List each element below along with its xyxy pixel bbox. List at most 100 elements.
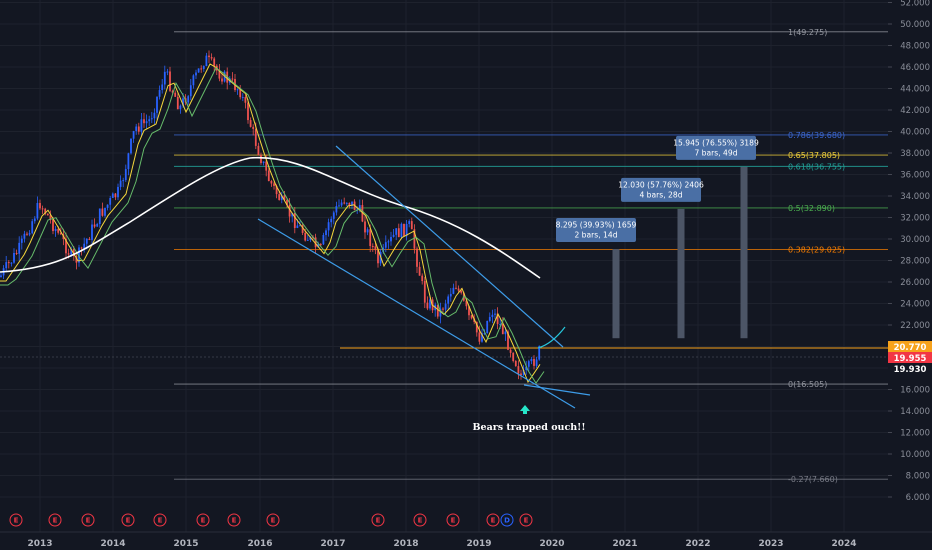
x-tick-label: 2022 [685, 539, 710, 549]
sma-200-line [0, 156, 541, 279]
candle-body [533, 359, 535, 366]
candle-body [332, 212, 335, 219]
projection-text-2: 7 bars, 49d [694, 148, 737, 157]
candle-body [174, 92, 177, 97]
projection-box [621, 177, 701, 202]
candle-body [309, 236, 312, 240]
x-tick-label: 2019 [466, 539, 491, 549]
candle-body [439, 308, 442, 317]
earnings-marker[interactable] [81, 513, 95, 527]
event-label: E [376, 517, 381, 525]
candle-body [93, 224, 96, 227]
candle-body [244, 97, 247, 103]
candle-body [325, 230, 327, 236]
price-tag [888, 341, 932, 352]
x-tick-label: 2017 [320, 539, 345, 549]
candle-body [156, 96, 158, 113]
projection-bar[interactable] [740, 166, 748, 339]
candle-body [10, 262, 13, 264]
candle-body [535, 359, 538, 366]
earnings-marker[interactable] [519, 513, 533, 527]
candle-body [59, 232, 62, 235]
earnings-marker[interactable] [266, 513, 280, 527]
candle-body [455, 287, 457, 289]
candle-body [301, 225, 304, 233]
x-tick-label: 2013 [27, 539, 52, 549]
dividend-marker[interactable] [500, 513, 514, 527]
earnings-marker[interactable] [446, 513, 460, 527]
candle-body [483, 333, 486, 335]
fib-retracement[interactable]: 1(49.275) 0.786(39.680) 0.65(37.805) 0.618(… [174, 28, 888, 484]
candle-body [447, 296, 450, 304]
earnings-marker[interactable] [227, 513, 241, 527]
channel-upper-line[interactable] [335, 145, 564, 348]
candle-body [187, 96, 190, 103]
candle-body [13, 252, 15, 263]
candle-body [33, 218, 36, 222]
earnings-marker[interactable] [9, 513, 23, 527]
descending-channel[interactable] [257, 145, 591, 409]
candle-body [395, 228, 398, 235]
earnings-marker[interactable] [48, 513, 62, 527]
earnings-marker[interactable] [153, 513, 167, 527]
candle-body [150, 118, 153, 120]
projection-bar[interactable] [612, 249, 620, 339]
candle-body [127, 153, 130, 170]
earnings-marker[interactable] [486, 513, 500, 527]
candle-body [7, 262, 10, 264]
projection-text-2: 4 bars, 28d [639, 190, 682, 199]
candle-body [418, 266, 421, 276]
candle-body [111, 193, 114, 198]
candle-body [491, 314, 494, 318]
candle-body [369, 229, 372, 247]
candle-body [317, 244, 320, 248]
x-tick-label: 2016 [247, 539, 272, 549]
candle-body [72, 248, 75, 256]
y-tick-label: 52.000 [900, 0, 930, 9]
projection-bar[interactable] [677, 208, 685, 339]
earnings-marker[interactable] [121, 513, 135, 527]
candle-body [20, 238, 23, 243]
time-axis[interactable]: 2013 2014 2015 2016 2017 2018 2019 2020 2021 2022… [0, 531, 932, 550]
y-tick-label: 14.000 [900, 407, 930, 417]
candle-body [530, 359, 533, 362]
candle-body [166, 71, 169, 73]
y-tick-label: 46.000 [900, 63, 930, 73]
candle-body [23, 233, 26, 239]
candle-body [410, 221, 413, 230]
candle-body [358, 205, 361, 210]
candle-body [189, 85, 192, 97]
candle-body [210, 57, 213, 59]
candle-body [231, 78, 234, 80]
candle-body [176, 96, 179, 110]
channel-lower-line[interactable] [257, 218, 576, 409]
candle-body [205, 55, 208, 67]
projection-text-2: 2 bars, 14d [574, 231, 617, 240]
candle-body [403, 223, 405, 237]
earnings-marker[interactable] [371, 513, 385, 527]
y-tick-label: 34.000 [900, 192, 930, 202]
support-line[interactable] [523, 384, 591, 396]
candle-body [314, 237, 317, 248]
candle-body [478, 332, 481, 342]
candle-body [218, 70, 221, 79]
candle-body [525, 366, 528, 371]
y-tick-label: 36.000 [900, 171, 930, 181]
candle-body [135, 126, 138, 132]
candle-body [145, 121, 148, 124]
candle-body [327, 222, 330, 231]
candle-body [153, 112, 156, 119]
candle-body [109, 197, 112, 205]
candle-body [408, 221, 411, 224]
earnings-marker[interactable] [196, 513, 210, 527]
candle-body [522, 370, 525, 375]
earnings-marker[interactable] [413, 513, 427, 527]
candle-body [343, 202, 346, 204]
price-axis[interactable]: 6.0008.00010.00012.00014.00016.00018.000… [888, 0, 932, 532]
candle-body [275, 185, 278, 195]
candle-body [340, 202, 343, 206]
